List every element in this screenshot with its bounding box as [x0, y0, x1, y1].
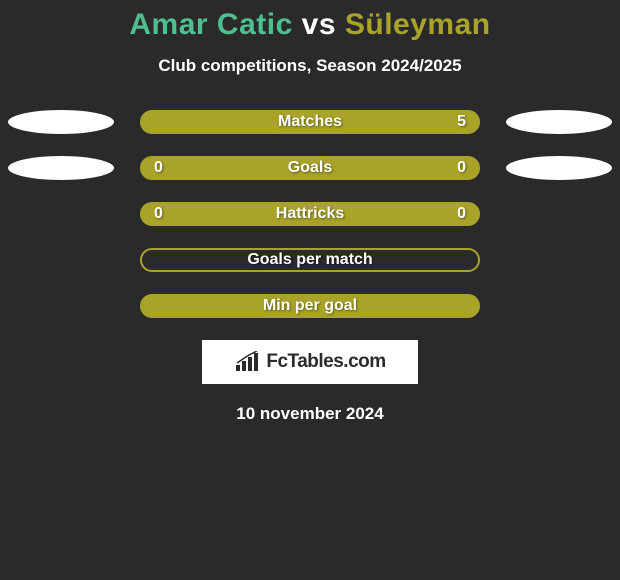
- stat-right-value: 0: [457, 159, 466, 177]
- stat-left-value: 0: [154, 159, 163, 177]
- stat-row: Matches 5: [0, 110, 620, 134]
- stat-pill: Matches 5: [140, 110, 480, 134]
- player2-name: Süleyman: [345, 8, 491, 41]
- stat-pill: 0 Hattricks 0: [140, 202, 480, 226]
- stat-right-value: 5: [457, 113, 466, 131]
- left-marker: [8, 110, 114, 134]
- stat-right-value: 0: [457, 205, 466, 223]
- stat-pill: 0 Goals 0: [140, 156, 480, 180]
- subtitle: Club competitions, Season 2024/2025: [0, 56, 620, 76]
- stat-row: Min per goal: [0, 294, 620, 318]
- stat-row: 0 Goals 0: [0, 156, 620, 180]
- logo-inner: FcTables.com: [234, 351, 385, 373]
- stat-label: Matches: [278, 113, 342, 131]
- page-title: Amar Catic vs Süleyman: [0, 8, 620, 42]
- container: Amar Catic vs Süleyman Club competitions…: [0, 0, 620, 424]
- vs-text: vs: [302, 8, 336, 41]
- right-marker: [506, 110, 612, 134]
- stat-label: Goals per match: [247, 251, 372, 269]
- left-marker: [8, 156, 114, 180]
- stat-left-value: 0: [154, 205, 163, 223]
- stat-pill: Min per goal: [140, 294, 480, 318]
- stat-rows: Matches 5 0 Goals 0 0 Hattricks 0 Goals per matc…: [0, 110, 620, 318]
- stat-label: Min per goal: [263, 297, 357, 315]
- right-marker: [506, 156, 612, 180]
- stat-label: Goals: [288, 159, 332, 177]
- stat-row: 0 Hattricks 0: [0, 202, 620, 226]
- stat-label: Hattricks: [276, 205, 344, 223]
- stat-pill: Goals per match: [140, 248, 480, 272]
- stat-row: Goals per match: [0, 248, 620, 272]
- chart-icon: [234, 351, 262, 373]
- logo-box: FcTables.com: [202, 340, 418, 384]
- logo-text: FcTables.com: [266, 351, 385, 373]
- date-text: 10 november 2024: [0, 404, 620, 424]
- player1-name: Amar Catic: [129, 8, 292, 41]
